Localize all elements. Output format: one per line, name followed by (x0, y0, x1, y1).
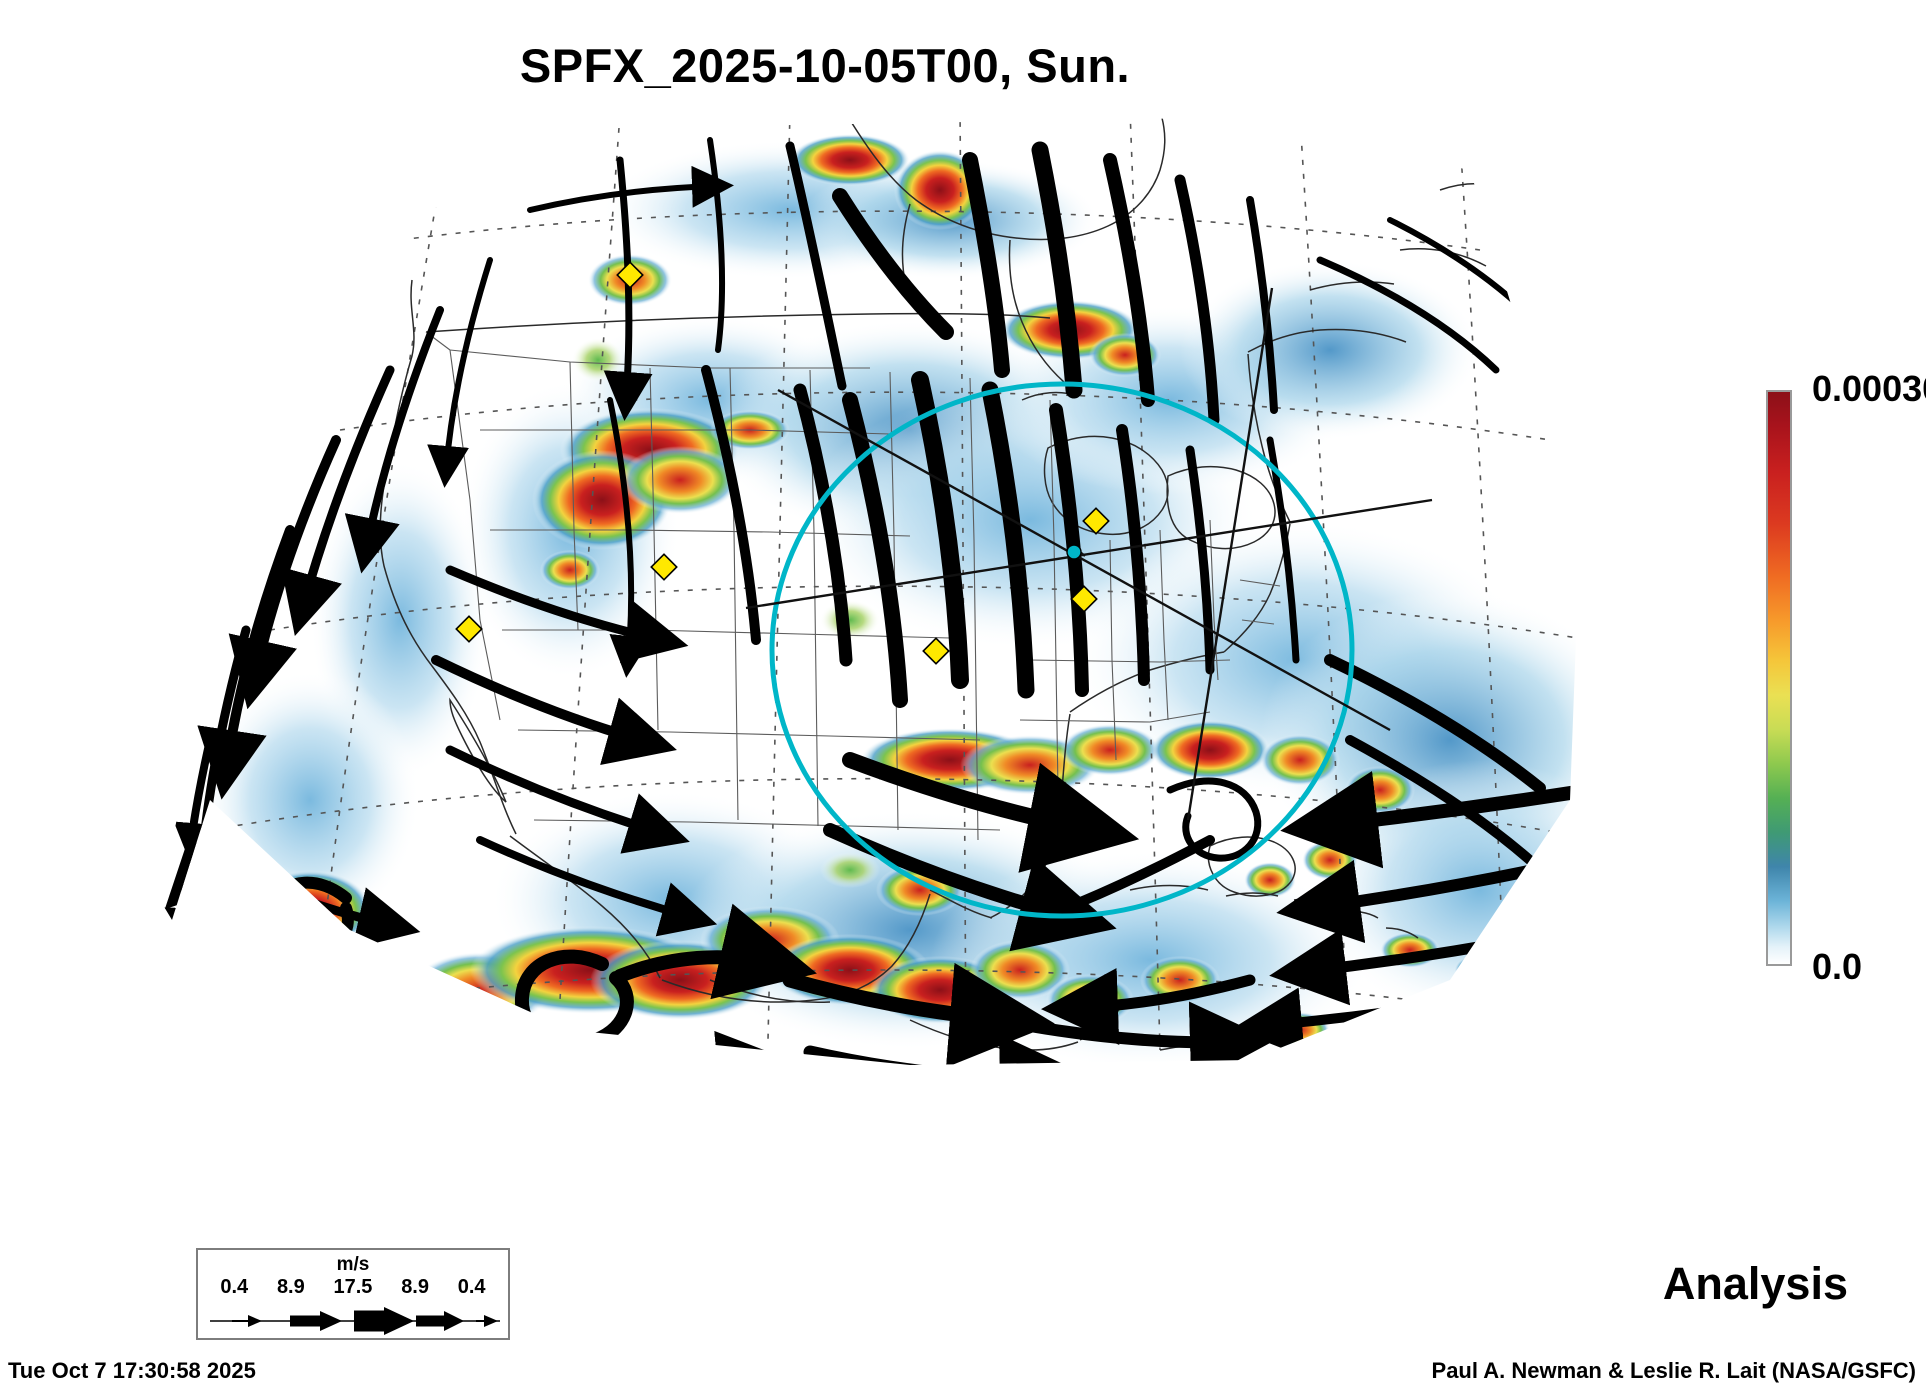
analysis-label: Analysis (1662, 1258, 1848, 1309)
station-marker[interactable] (922, 637, 950, 665)
colorbar-gradient (1766, 390, 1792, 966)
wind-key-value: 0.4 (457, 1276, 486, 1298)
state-boundaries (425, 331, 1281, 841)
station-markers[interactable] (455, 261, 1110, 665)
wind-key-value: 8.9 (401, 1276, 429, 1298)
wind-key-value: 0.4 (220, 1276, 249, 1298)
station-marker[interactable] (1082, 507, 1110, 535)
map-canvas[interactable] (150, 100, 1630, 1240)
station-marker[interactable] (616, 261, 644, 289)
station-marker[interactable] (455, 615, 483, 643)
wind-key-value: 17.5 (333, 1276, 373, 1298)
colorbar-min-label: 0.0 (1812, 946, 1863, 987)
flight-center-marker[interactable] (1066, 544, 1082, 560)
wind-key-units-label: m/s (336, 1254, 370, 1275)
wind-key-values: 0.4 8.9 17.5 8.9 0.4 (198, 1276, 508, 1299)
station-marker[interactable] (650, 553, 678, 581)
flight-range-circle (769, 381, 1355, 919)
wind-key-arrow-scale (210, 1307, 500, 1335)
wind-key-value: 8.9 (276, 1276, 305, 1298)
page-title: SPFX_2025-10-05T00, Sun. (519, 39, 1131, 92)
author-credit: Paul A. Newman & Leslie R. Lait (NASA/GS… (1431, 1358, 1916, 1383)
wind-speed-key: m/s 0.4 8.9 17.5 8.9 0.4 (196, 1248, 510, 1340)
flight-tracks (745, 287, 1433, 821)
station-marker[interactable] (1070, 585, 1098, 613)
generation-timestamp: Tue Oct 7 17:30:58 2025 (8, 1358, 256, 1383)
map-panel[interactable] (150, 100, 1630, 1240)
spfx-shaded-field (200, 134, 1580, 1065)
